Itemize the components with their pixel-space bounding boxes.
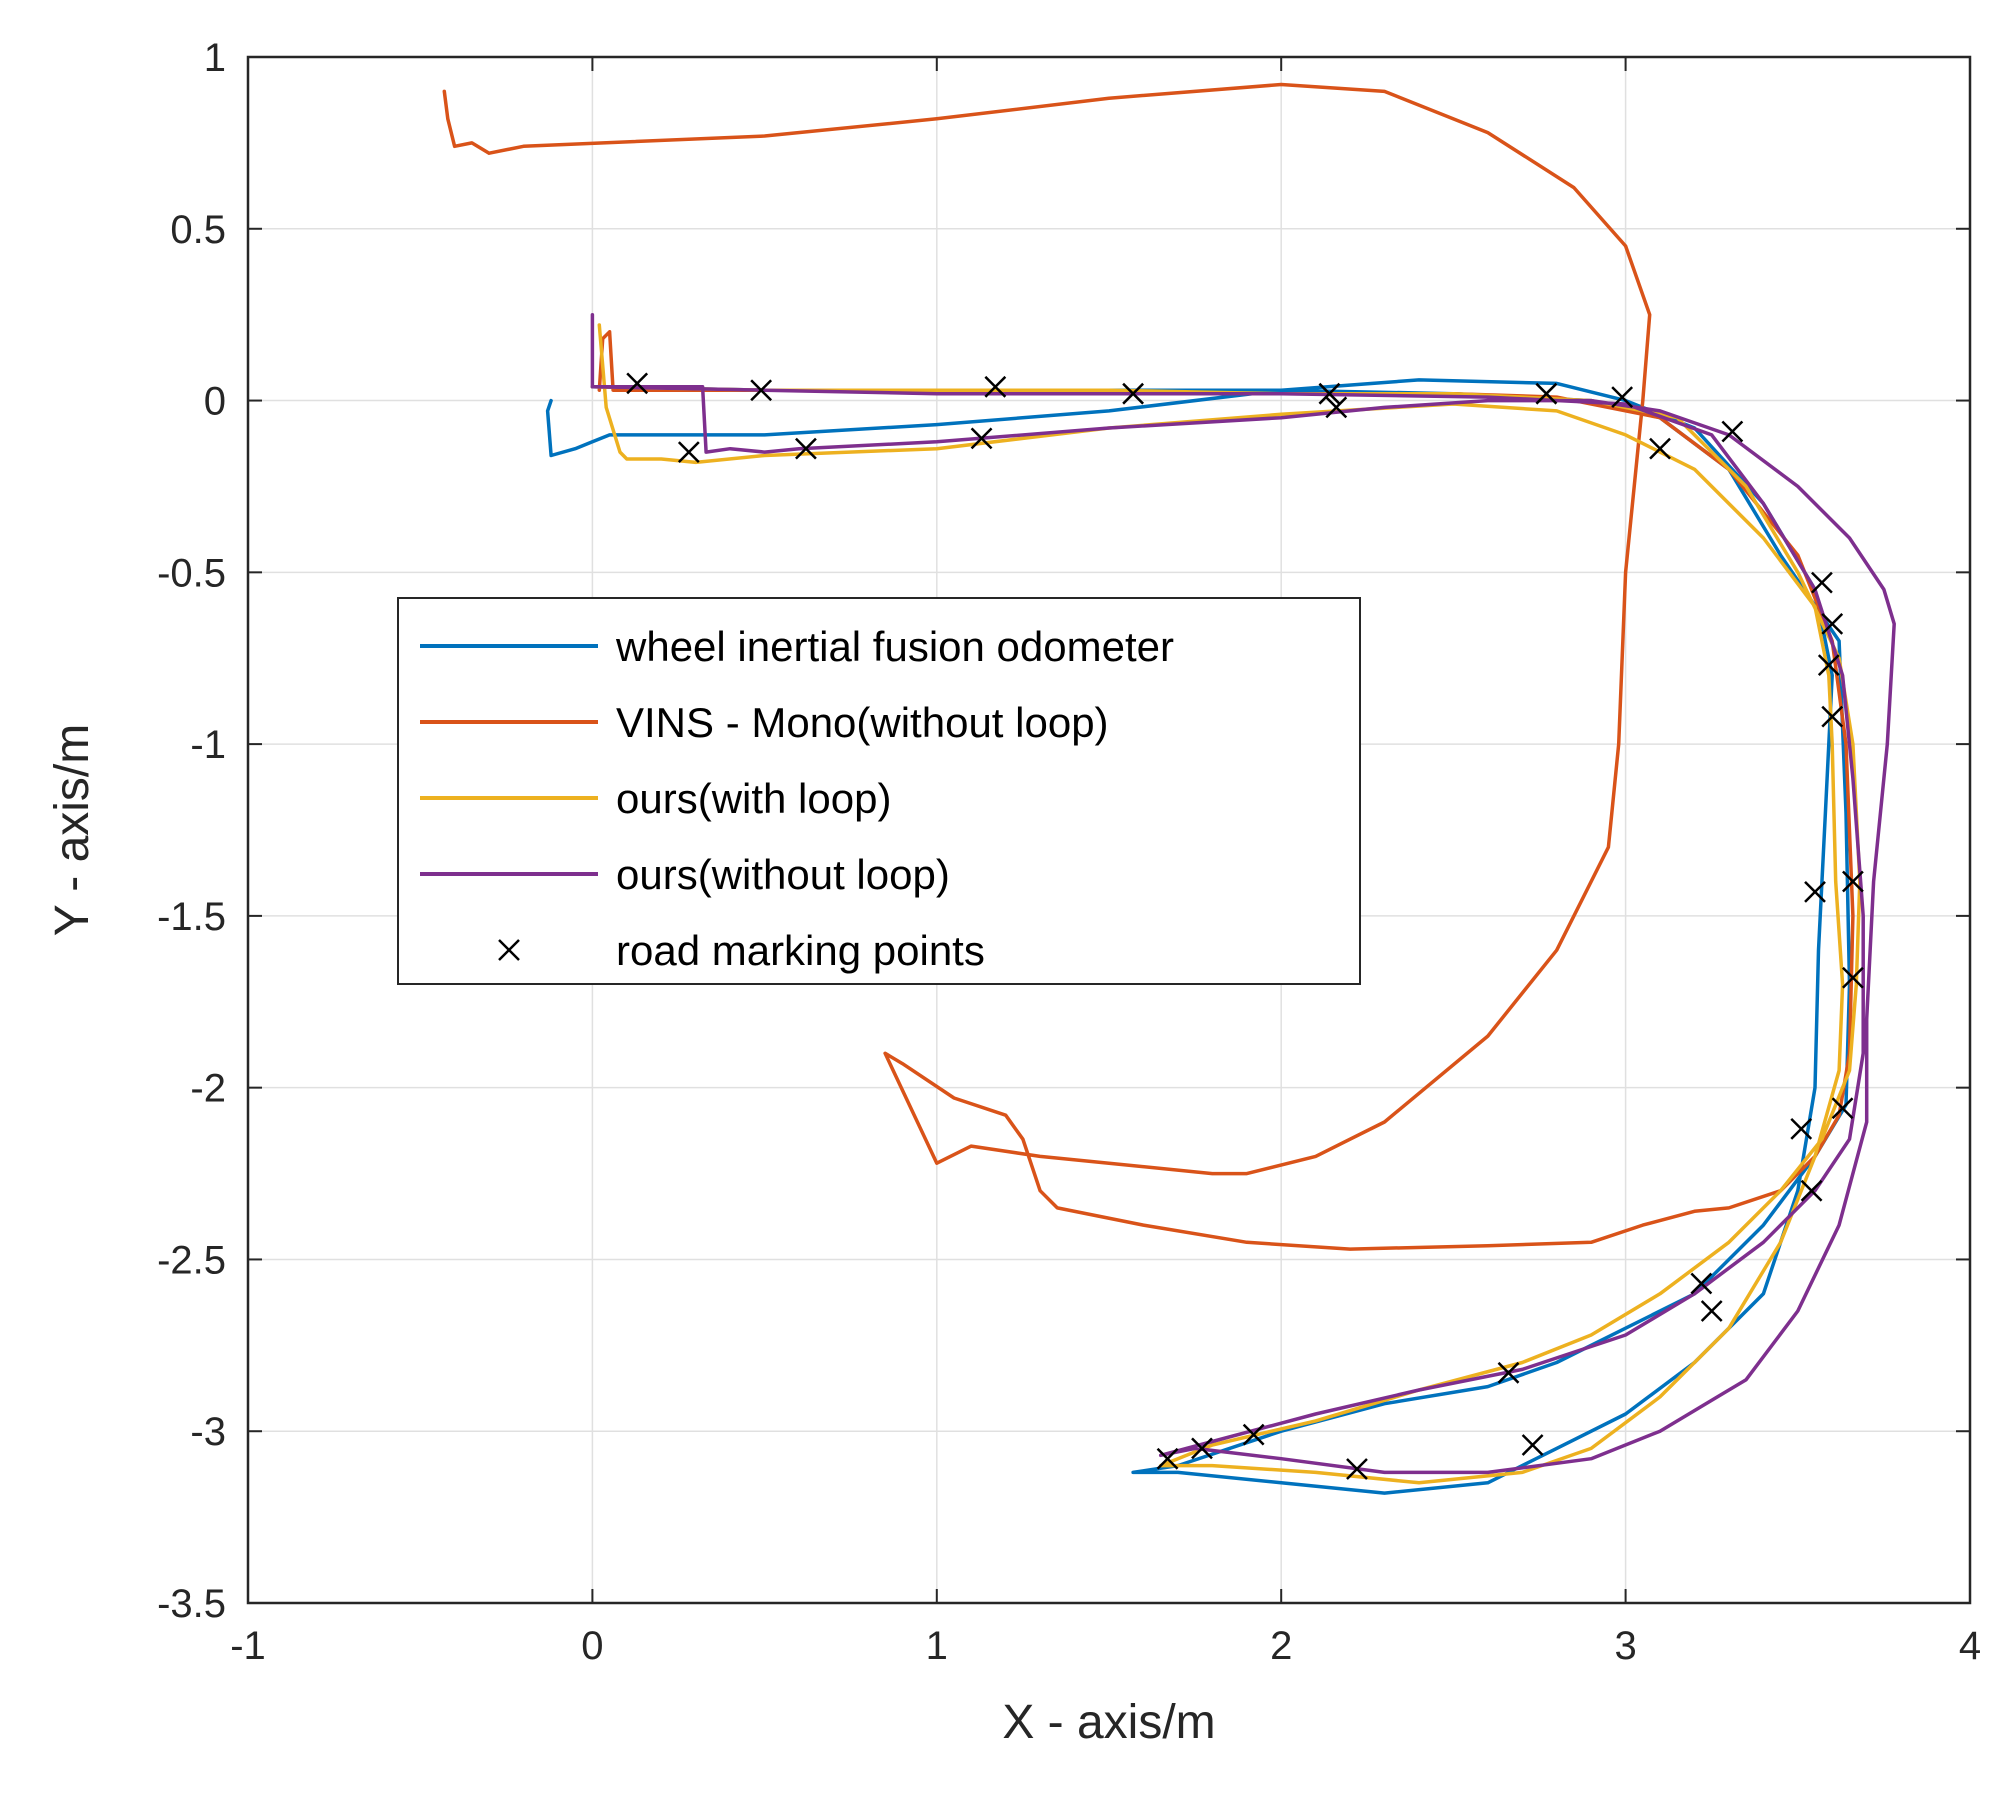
road-marking-point xyxy=(1800,1179,1823,1202)
road-marking-point xyxy=(984,375,1007,398)
road-marking-point xyxy=(1122,382,1144,405)
road-marking-point xyxy=(1242,1423,1265,1446)
road-marking-point xyxy=(1700,1300,1723,1322)
legend: wheel inertial fusion odometer VINS - Mon… xyxy=(397,597,1361,985)
road-marking-point xyxy=(1318,382,1341,405)
road-marking-point xyxy=(1821,705,1844,728)
y-tick-label: -3 xyxy=(190,1410,226,1454)
y-tick-label: -3.5 xyxy=(157,1582,226,1626)
legend-label: wheel inertial fusion odometer xyxy=(615,623,1174,670)
road-marking-point xyxy=(1649,437,1671,460)
x-tick-label: 4 xyxy=(1959,1624,1981,1668)
axis-ticks: -1 0 1 2 3 4 1 0.5 0 -0.5 -1 -1.5 -2 -2.5 -3 -3.5 xyxy=(157,36,1981,1668)
road-marking-point xyxy=(1821,612,1844,635)
road-marking-point xyxy=(1346,1458,1368,1480)
legend-label: ours(with loop) xyxy=(616,775,891,822)
legend-items: wheel inertial fusion odometer VINS - Mon… xyxy=(420,623,1174,974)
legend-marker-swatch xyxy=(498,939,520,961)
road-marking-point xyxy=(1842,966,1864,989)
x-tick-label: 3 xyxy=(1614,1624,1636,1668)
legend-box xyxy=(397,597,1361,985)
road-marking-point xyxy=(1156,1447,1179,1470)
legend-label: ours(without loop) xyxy=(616,851,950,898)
road-marking-point xyxy=(1831,1097,1854,1120)
y-tick-label: 0.5 xyxy=(170,208,226,252)
y-tick-label: 1 xyxy=(204,36,226,80)
road-marking-point xyxy=(1325,396,1348,419)
road-marking-point xyxy=(795,437,817,460)
series-line-ours-without-loop- xyxy=(590,312,1896,1475)
axes-frame xyxy=(246,55,1972,1605)
legend-label: VINS - Mono(without loop) xyxy=(616,699,1109,746)
x-axis-label: X - axis/m xyxy=(1002,1696,1215,1749)
y-tick-label: -2.5 xyxy=(157,1238,226,1282)
series-line-ours-with-loop- xyxy=(590,323,1862,1485)
road-marking-point xyxy=(626,372,649,395)
road-marking-point xyxy=(1690,1272,1713,1295)
x-tick-label: 2 xyxy=(1270,1624,1292,1668)
road-marking-point xyxy=(750,379,773,402)
y-axis-label: Y - axis/m xyxy=(46,724,99,936)
road-marking-point xyxy=(1811,571,1833,594)
road-marking-point xyxy=(1790,1118,1813,1140)
plot-area xyxy=(442,82,1896,1495)
road-marking-point xyxy=(1842,870,1864,893)
legend-label: road marking points xyxy=(616,927,985,974)
road-marking-point xyxy=(1804,880,1826,903)
road-marking-point xyxy=(1191,1437,1213,1460)
road-marking-point xyxy=(1521,1434,1544,1456)
road-marking-point xyxy=(1611,386,1634,409)
y-tick-label: -1.5 xyxy=(157,895,226,939)
x-tick-label: -1 xyxy=(230,1624,266,1668)
road-marking-point xyxy=(1497,1361,1520,1384)
y-tick-label: -0.5 xyxy=(157,551,226,595)
series-line-wheel-inertial-fusion-odometer xyxy=(545,378,1852,1495)
y-tick-label: 0 xyxy=(204,380,226,424)
road-marking-point xyxy=(970,427,993,450)
road-marking-point xyxy=(677,441,700,463)
x-tick-label: 0 xyxy=(581,1624,603,1668)
y-tick-label: -1 xyxy=(190,723,226,767)
road-marking-point xyxy=(1817,654,1840,676)
series-line-vins-mono-without-loop- xyxy=(442,82,1855,1251)
x-tick-label: 1 xyxy=(926,1624,948,1668)
road-marking-point xyxy=(1535,382,1558,405)
road-marking-point xyxy=(1721,420,1744,443)
y-tick-label: -2 xyxy=(190,1067,226,1111)
